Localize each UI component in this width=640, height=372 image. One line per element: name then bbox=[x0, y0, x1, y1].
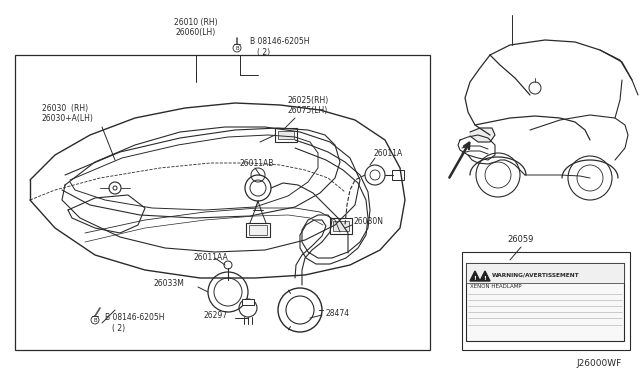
Bar bbox=[242, 299, 254, 305]
Text: 26059: 26059 bbox=[508, 235, 534, 244]
Text: B 08146-6205H: B 08146-6205H bbox=[105, 314, 164, 323]
Text: 26030+A(LH): 26030+A(LH) bbox=[42, 113, 94, 122]
Bar bbox=[246, 223, 270, 237]
Bar bbox=[330, 218, 352, 234]
Polygon shape bbox=[470, 128, 495, 142]
Bar bbox=[466, 263, 624, 283]
Text: !: ! bbox=[474, 276, 476, 280]
Text: 26011AB: 26011AB bbox=[240, 158, 275, 167]
Text: XENON HEADLAMP: XENON HEADLAMP bbox=[470, 285, 522, 289]
Bar bbox=[249, 225, 267, 235]
Bar bbox=[392, 170, 404, 180]
Text: !: ! bbox=[484, 276, 486, 280]
Bar bbox=[333, 221, 349, 231]
Bar bbox=[466, 263, 624, 341]
Text: 26060(LH): 26060(LH) bbox=[176, 28, 216, 36]
Text: ( 2): ( 2) bbox=[257, 48, 270, 57]
Text: 26033M: 26033M bbox=[153, 279, 184, 288]
Bar bbox=[393, 170, 401, 180]
Text: 26011A: 26011A bbox=[373, 148, 403, 157]
Text: 26011AA: 26011AA bbox=[193, 253, 228, 262]
Polygon shape bbox=[470, 271, 480, 281]
Text: B 08146-6205H: B 08146-6205H bbox=[250, 38, 310, 46]
Text: B: B bbox=[93, 317, 97, 323]
Bar bbox=[275, 128, 297, 142]
Bar bbox=[278, 131, 294, 139]
Text: 28474: 28474 bbox=[325, 308, 349, 317]
Text: B: B bbox=[235, 45, 239, 51]
Text: 26297: 26297 bbox=[203, 311, 227, 321]
Text: WARNING/AVERTISSEMENT: WARNING/AVERTISSEMENT bbox=[492, 273, 580, 278]
Text: ( 2): ( 2) bbox=[112, 324, 125, 333]
Text: 26010 (RH): 26010 (RH) bbox=[174, 17, 218, 26]
Bar bbox=[462, 252, 630, 350]
Polygon shape bbox=[480, 271, 490, 281]
Text: 26075(LH): 26075(LH) bbox=[287, 106, 327, 115]
Text: 26030  (RH): 26030 (RH) bbox=[42, 103, 88, 112]
Text: 26030N: 26030N bbox=[354, 218, 384, 227]
Text: 26025(RH): 26025(RH) bbox=[287, 96, 328, 105]
Bar bbox=[15, 55, 430, 350]
Text: J26000WF: J26000WF bbox=[577, 359, 622, 368]
